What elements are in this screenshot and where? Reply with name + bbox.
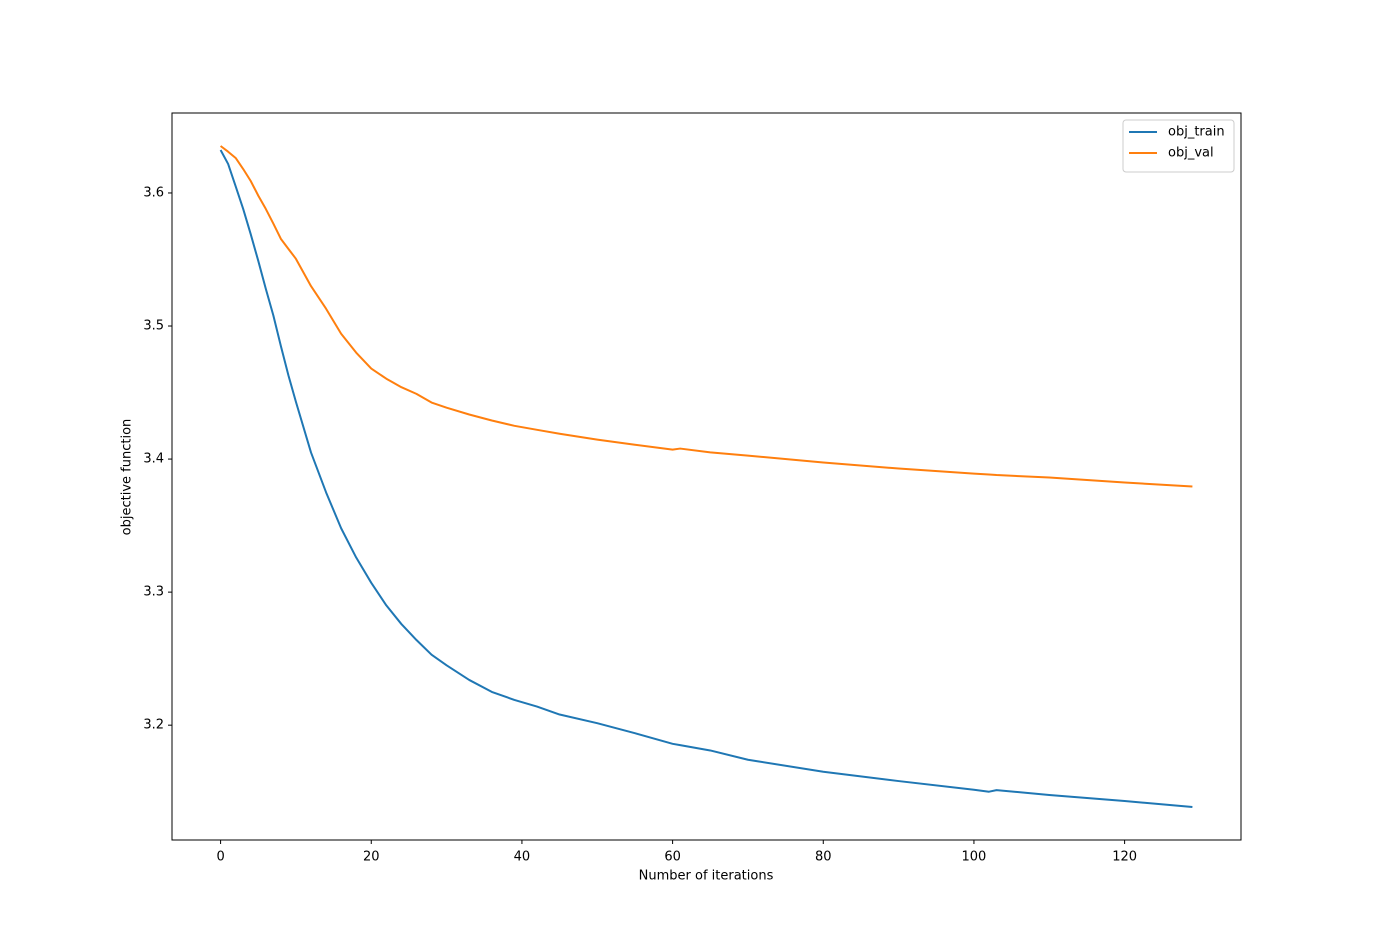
x-tick-label: 0 (216, 850, 224, 865)
x-tick-label: 120 (1112, 850, 1137, 865)
x-tick-label: 40 (514, 850, 531, 865)
y-tick-label: 3.2 (143, 718, 164, 733)
plot-frame (171, 112, 1242, 841)
y-tick-label: 3.4 (143, 452, 164, 467)
y-tick-label: 3.3 (143, 585, 164, 600)
legend-label: obj_train (1168, 125, 1225, 140)
y-tick-label: 3.5 (143, 319, 164, 334)
x-tick-label: 80 (815, 850, 832, 865)
legend-label: obj_val (1168, 146, 1214, 161)
data-line (219, 145, 1193, 488)
x-axis-label: Number of iterations (639, 869, 774, 884)
y-axis-label: objective function (120, 419, 135, 536)
x-tick-label: 100 (962, 850, 987, 865)
x-tick-label: 60 (664, 850, 681, 865)
legend: obj_train obj_val (1122, 119, 1235, 173)
x-tick-label: 20 (363, 850, 380, 865)
data-line (219, 149, 1193, 808)
y-tick-label: 3.6 (143, 185, 164, 200)
